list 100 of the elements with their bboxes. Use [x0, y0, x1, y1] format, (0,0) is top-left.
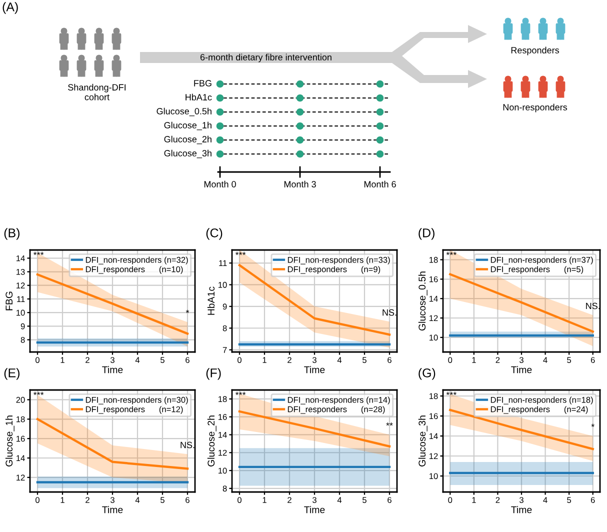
x-tick-label: 2: [86, 357, 90, 363]
x-tick-label: 6: [186, 497, 190, 503]
text: (A): [2, 2, 18, 14]
x-tick-label: 1: [472, 357, 476, 363]
x-tick-label: 4: [543, 357, 548, 363]
y-tick-label: 12: [16, 474, 25, 480]
y-tick-label: 18: [430, 393, 438, 400]
x-tick-label: 3: [520, 497, 524, 503]
legend-label: DFI_non-responders (n=33): [288, 256, 390, 264]
x-tick-label: 6: [388, 497, 392, 503]
x-tick-label: 4: [135, 357, 140, 363]
x-tick-label: 5: [567, 357, 572, 363]
chart-title: (E): [4, 368, 20, 380]
y-tick-label: 11: [17, 296, 25, 302]
y-tick-label: 18: [218, 396, 227, 402]
y-tick-label: 14: [430, 296, 438, 302]
y-tick-label: 18: [16, 416, 25, 422]
x-axis-title: Time: [511, 506, 532, 514]
y-tick-label: 10: [218, 282, 227, 288]
y-tick-label: 7: [222, 347, 227, 353]
legend-label: DFI_responders (n=10): [86, 266, 183, 274]
chart-title: (C): [206, 228, 222, 240]
y-tick-label: 16: [430, 413, 438, 420]
y-tick-label: 16: [430, 276, 438, 282]
y-tick-label: 12: [16, 282, 25, 288]
annotation: *: [186, 310, 190, 313]
y-tick-label: 8: [222, 325, 227, 332]
y-tick-label: 10: [430, 334, 438, 341]
y-tick-label: 10: [218, 468, 227, 474]
x-tick-label: 2: [496, 357, 500, 363]
text: Month 6: [364, 180, 396, 188]
x-tick-label: 0: [36, 497, 40, 503]
chart-title: (F): [206, 368, 221, 380]
x-axis-title: Time: [102, 366, 123, 374]
y-tick-label: 12: [218, 450, 227, 456]
annotation: NS.: [586, 302, 600, 310]
legend-label: DFI_responders (n=5): [490, 266, 584, 274]
y-tick-label: 16: [16, 436, 25, 442]
legend-label: DFI_non-responders (n=30): [86, 396, 188, 404]
text: Glucose_2h: [164, 136, 212, 144]
y-tick-label: 16: [218, 414, 227, 420]
annotation: ***: [235, 392, 246, 396]
x-tick-label: 1: [60, 357, 64, 363]
x-tick-label: 0: [448, 357, 452, 363]
x-tick-label: 1: [262, 497, 266, 503]
y-tick-label: 9: [20, 323, 25, 330]
legend-label: DFI_non-responders (n=32): [86, 256, 188, 264]
y-tick-label: 10: [430, 473, 438, 480]
x-tick-label: 2: [288, 357, 292, 363]
annotation: NS.: [382, 309, 396, 316]
x-axis-title: Time: [304, 366, 325, 374]
x-tick-label: 0: [238, 497, 242, 503]
x-tick-label: 1: [262, 357, 266, 363]
legend-label: DFI_responders (n=28): [288, 406, 385, 414]
x-axis-title: Time: [304, 506, 325, 514]
x-axis-title: Time: [102, 506, 123, 514]
y-tick-label: 14: [16, 455, 25, 462]
annotation: ***: [235, 252, 246, 256]
chart-title: (G): [418, 368, 436, 380]
text: Shandong-DFI cohort: [68, 84, 126, 100]
x-tick-label: 0: [448, 497, 452, 503]
annotation: ***: [446, 392, 457, 396]
x-tick-label: 6: [590, 357, 595, 363]
x-tick-label: 3: [312, 357, 316, 363]
x-tick-label: 5: [160, 357, 164, 363]
annotation: ***: [33, 392, 44, 396]
annotation: *: [591, 424, 594, 427]
x-tick-label: 3: [110, 497, 114, 503]
y-tick-label: 11: [219, 260, 227, 266]
x-tick-label: 2: [86, 497, 90, 503]
x-tick-label: 4: [337, 357, 342, 363]
y-axis-title: Glucose_2h: [207, 416, 216, 466]
text: 6-month dietary fibre intervention: [200, 54, 332, 62]
text: Glucose_1h: [164, 122, 212, 130]
x-tick-label: 3: [312, 497, 316, 503]
y-axis-title: HbA1c: [207, 286, 215, 315]
annotation: **: [386, 422, 393, 426]
chart-title: (B): [4, 228, 20, 240]
legend-label: DFI_responders (n=9): [288, 266, 380, 274]
x-tick-label: 0: [238, 357, 242, 363]
legend-label: DFI_responders (n=12): [86, 406, 183, 414]
x-tick-label: 4: [543, 497, 548, 503]
text: Glucose_3h: [164, 150, 212, 158]
legend-label: DFI_non-responders (n=14): [288, 396, 390, 404]
y-tick-label: 20: [16, 396, 25, 403]
x-tick-label: 2: [288, 497, 292, 503]
y-tick-label: 12: [430, 315, 438, 322]
text: Month 3: [284, 180, 316, 188]
x-tick-label: 6: [388, 357, 392, 363]
annotation: NS.: [180, 442, 194, 448]
y-tick-label: 8: [20, 336, 25, 343]
x-tick-label: 2: [496, 497, 500, 503]
text: Glucose_0.5h: [156, 108, 212, 116]
legend-label: DFI_non-responders (n=37): [490, 256, 593, 264]
x-tick-label: 3: [520, 357, 524, 363]
text: FBG: [194, 80, 212, 86]
y-tick-label: 10: [16, 310, 25, 316]
y-tick-label: 14: [430, 433, 438, 440]
x-tick-label: 1: [60, 497, 64, 503]
y-axis-title: Glucose_0.5h: [418, 272, 428, 331]
